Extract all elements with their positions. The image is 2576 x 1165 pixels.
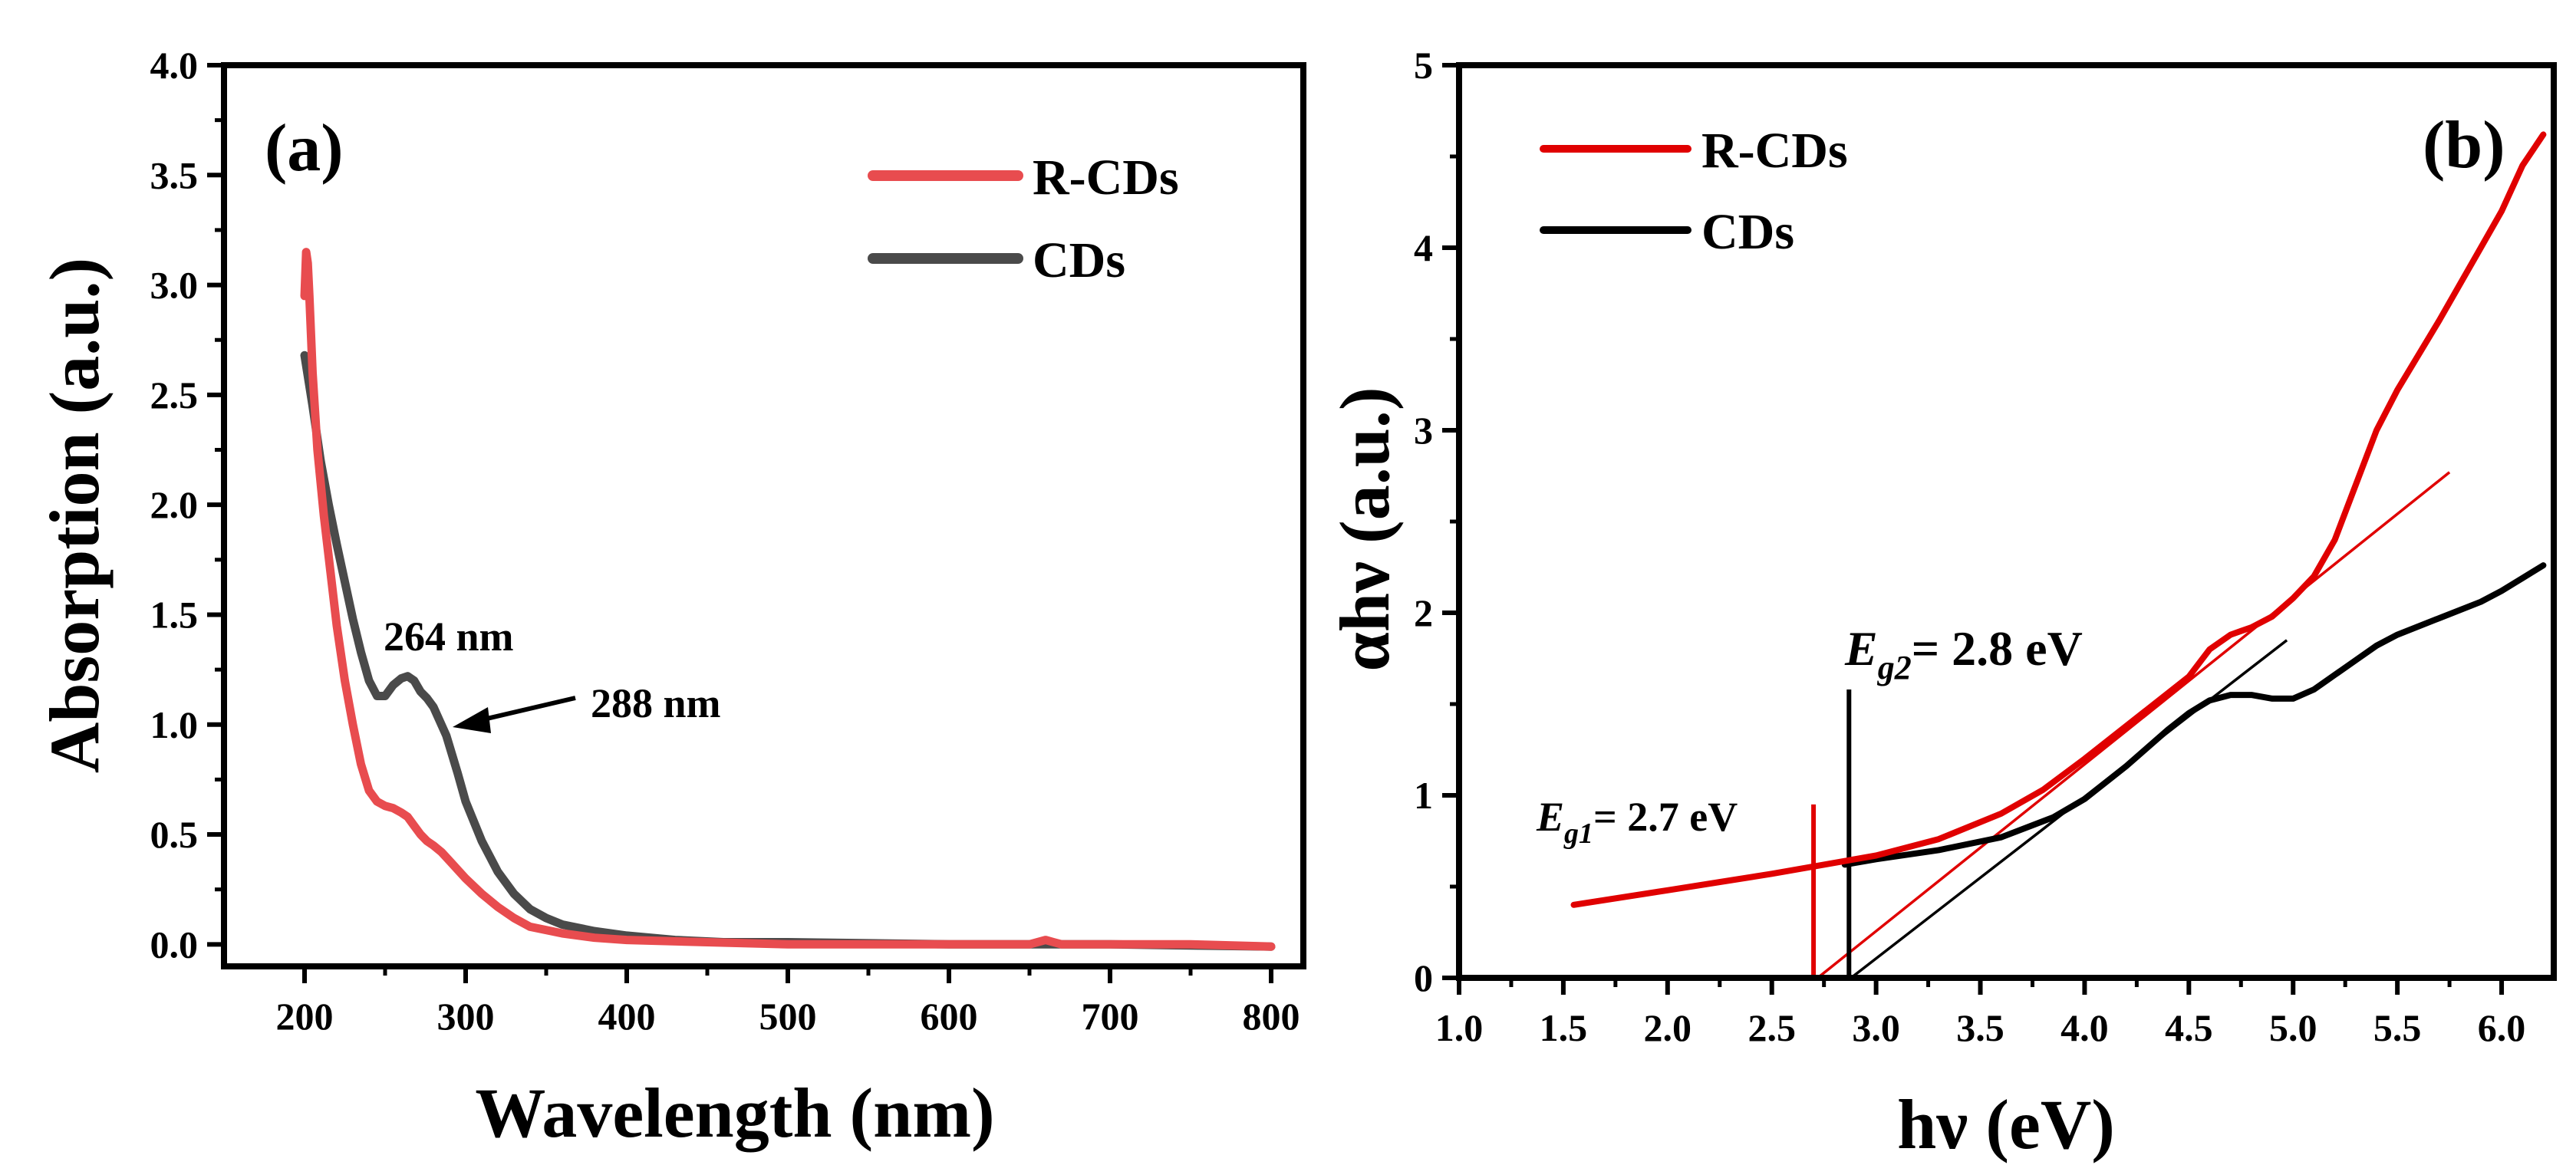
y-tick-label-2: 2 [1414,591,1433,634]
x-tick-label-1: 1.5 [1540,1006,1588,1049]
panel-b-frame [1456,62,2557,981]
panel-b-xlabel-main: hν [1897,1085,1968,1163]
y-tick-label-6: 3.0 [150,264,199,307]
panel-b-label: (b) [2423,108,2505,183]
x-tick-label-5: 3.5 [1956,1006,2004,1049]
annotation-eg2: Eg2= 2.8 eV [1844,621,2083,686]
panel-b-ylabel: αhν (a.u.) [1326,387,1404,671]
panel-b-series [1570,131,2547,979]
panel-b-xlabel-unit: (eV) [1985,1085,2115,1163]
annotation-eg1: Eg1= 2.7 eV [1536,794,1738,850]
x-tick-label-5: 700 [1082,995,1139,1038]
x-tick-label-2: 400 [598,995,656,1038]
legend-b-cds-label: CDs [1701,204,1794,260]
panel-b-xlabel: hν (eV) [1897,1085,2115,1163]
x-tick-label-0: 1.0 [1435,1006,1484,1049]
x-tick-label-1: 300 [437,995,495,1038]
series-line-cds [1841,562,2547,868]
y-tick-label-8: 4.0 [150,44,199,87]
annotation-288nm-arrow-head [453,707,491,733]
y-tick-label-5: 2.5 [150,374,199,416]
y-tick-label-4: 4 [1414,226,1433,269]
panel-a-ylabel: Absorption (a.u.) [35,258,114,773]
fit-line-0 [1817,471,2451,979]
panel-b-tick-labels: 1.0 1.5 2.0 2.5 3.0 3.5 4.0 4.5 5.0 5.5 6.0 0 1 2 3 4 5 [1414,44,2525,1049]
x-tick-label-2: 2.0 [1644,1006,1692,1049]
y-tick-label-4: 2.0 [150,483,199,526]
panel-a-absorption-chart: 200 300 400 500 600 700 800 0.0 0.5 1.0 1.5 2.0 2.5 3… [35,44,1306,1152]
y-tick-label-1: 0.5 [150,813,199,856]
x-tick-label-7: 4.5 [2165,1006,2213,1049]
y-tick-label-3: 3 [1414,409,1433,452]
annotation-eg1-sub: g1 [1563,818,1593,850]
panel-b-tauc-chart: 1.0 1.5 2.0 2.5 3.0 3.5 4.0 4.5 5.0 5.5 6.0012345 … [1326,44,2557,1163]
series-line-r-cds [1570,131,2547,908]
y-tick-label-0: 0.0 [150,923,199,966]
y-tick-label-5: 5 [1414,44,1433,87]
panel-a-legend: R-CDs CDs [868,150,1179,288]
panel-b-annotations: Eg1= 2.7 eV Eg2= 2.8 eV [1536,621,2083,850]
annotation-264nm: 264 nm [384,614,514,660]
legend-cds-label: CDs [1033,232,1125,288]
x-tick-label-3: 2.5 [1748,1006,1796,1049]
panel-a-tick-labels: 200 300 400 500 600 700 800 0.0 0.5 1.0 1.5 2.0 2.5 3… [150,44,1300,1038]
panel-a-xlabel: Wavelength (nm) [475,1074,994,1152]
x-tick-label-9: 5.5 [2373,1006,2422,1049]
x-tick-label-8: 5.0 [2269,1006,2317,1049]
panel-a-label: (a) [265,111,344,186]
annotation-eg2-value: = 2.8 eV [1912,621,2083,676]
x-tick-label-6: 4.0 [2060,1006,2109,1049]
y-tick-label-2: 1.0 [150,703,199,746]
panel-a-series [300,248,1276,951]
annotation-eg1-value: = 2.7 eV [1593,794,1738,840]
panel-a-annotations: 264 nm 288 nm [384,614,721,733]
y-tick-label-3: 1.5 [150,593,199,636]
x-tick-label-3: 500 [759,995,817,1038]
annotation-eg2-symbol: E [1844,621,1878,676]
panel-b-xlabel-space [1968,1085,1985,1163]
x-tick-label-10: 6.0 [2478,1006,2526,1049]
panel-b-legend: R-CDs CDs [1540,123,1848,260]
series-line-r-cds [300,248,1276,951]
annotation-eg1-symbol: E [1536,794,1564,840]
x-tick-label-0: 200 [276,995,334,1038]
annotation-eg2-sub: g2 [1877,649,1912,686]
x-tick-label-4: 600 [921,995,978,1038]
legend-b-r-cds-label: R-CDs [1701,123,1848,179]
y-tick-label-7: 3.5 [150,153,199,196]
x-tick-label-4: 3.0 [1852,1006,1900,1049]
y-tick-label-0: 0 [1414,956,1433,999]
legend-r-cds-label: R-CDs [1033,150,1179,206]
y-tick-label-1: 1 [1414,774,1433,817]
x-tick-label-6: 800 [1243,995,1300,1038]
annotation-288nm-arrow-shaft [476,696,576,723]
panel-a-frame [221,62,1306,969]
annotation-288nm: 288 nm [591,680,721,726]
